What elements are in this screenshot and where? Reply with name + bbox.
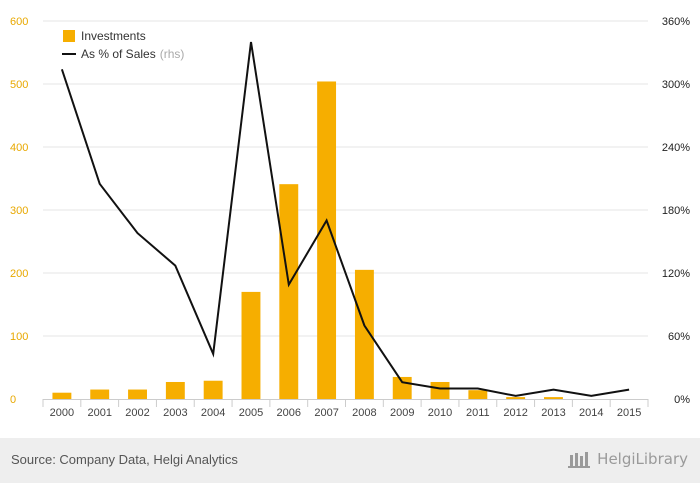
y-left-tick-label: 300 — [10, 205, 28, 217]
grid-lines — [43, 20, 648, 337]
y-right-tick-label: 180% — [662, 205, 690, 217]
x-tick-label: 2008 — [352, 407, 376, 419]
x-tick-label: 2012 — [503, 407, 527, 419]
y-left-tick-label: 200 — [10, 268, 28, 280]
y-right-tick-label: 240% — [662, 142, 690, 154]
x-tick-label: 2006 — [277, 407, 301, 419]
investment-bar — [468, 390, 488, 399]
x-tick-label: 2003 — [163, 407, 187, 419]
investment-bar — [241, 291, 261, 399]
percent-sales-line — [60, 41, 630, 397]
x-tick-label: 2005 — [239, 407, 263, 419]
library-icon — [568, 452, 591, 468]
percent-sales-polyline — [60, 41, 630, 397]
y-right-tick-label: 60% — [668, 331, 690, 343]
x-tick-label: 2010 — [428, 407, 452, 419]
y-right-tick-label: 0% — [674, 394, 690, 406]
y-left-tick-label: 400 — [10, 142, 28, 154]
investment-bar — [203, 380, 223, 399]
chart-footer: Source: Company Data, Helgi Analytics He… — [0, 438, 700, 483]
x-tick-label: 2000 — [50, 407, 74, 419]
legend-percent-label-text: As % of Sales — [81, 47, 156, 61]
legend-investments-label: Investments — [81, 29, 146, 43]
x-tick-label: 2015 — [617, 407, 641, 419]
y-left-tick-label: 500 — [10, 79, 28, 91]
legend: Investments As % of Sales (rhs) — [62, 29, 184, 61]
x-tick-label: 2013 — [541, 407, 565, 419]
investment-bar — [165, 381, 185, 399]
axes: 0 100 200 300 400 500 600 0% 60% 120% 180% 240% 300%… — [10, 16, 690, 419]
legend-percent-label: As % of Sales (rhs) — [81, 47, 184, 61]
investment-bars — [52, 81, 563, 399]
y-right-tick-label: 120% — [662, 268, 690, 280]
investment-bar — [317, 81, 337, 399]
investment-bar — [52, 392, 72, 399]
y-left-tick-label: 100 — [10, 331, 28, 343]
x-tick-label: 2002 — [125, 407, 149, 419]
y-right-tick-label: 360% — [662, 16, 690, 28]
x-tick-label: 2004 — [201, 407, 225, 419]
chart-svg: 0 100 200 300 400 500 600 0% 60% 120% 180% 240% 300%… — [10, 16, 690, 419]
investment-bar — [544, 397, 563, 399]
brand-text: HelgiLibrary — [597, 450, 688, 468]
investment-bar — [90, 389, 110, 399]
source-text: Source: Company Data, Helgi Analytics — [11, 452, 238, 467]
x-tick-label: 2009 — [390, 407, 414, 419]
investment-bar — [279, 184, 299, 399]
x-tick-label: 2007 — [314, 407, 338, 419]
investment-bar — [392, 376, 412, 399]
y-left-tick-label: 600 — [10, 16, 28, 28]
y-left-tick-label: 0 — [10, 394, 16, 406]
brand-logo: HelgiLibrary — [568, 450, 688, 468]
investment-bar — [354, 269, 374, 399]
legend-investments-swatch — [63, 30, 75, 42]
x-tick-label: 2014 — [579, 407, 603, 419]
investment-bar — [430, 381, 450, 399]
x-tick-label: 2001 — [87, 407, 111, 419]
legend-percent-note: (rhs) — [160, 47, 185, 61]
investment-bar — [506, 397, 526, 399]
x-tick-label: 2011 — [466, 407, 490, 419]
y-right-tick-label: 300% — [662, 79, 690, 91]
investment-bar — [128, 389, 147, 399]
